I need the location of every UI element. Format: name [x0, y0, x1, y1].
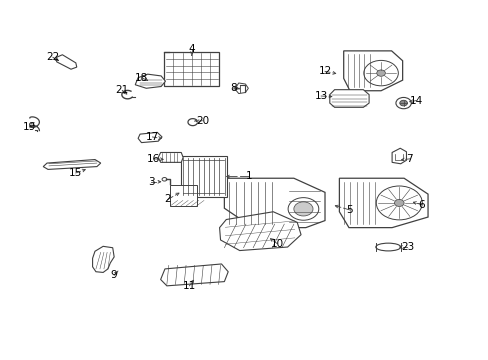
Polygon shape [343, 51, 402, 91]
Text: 2: 2 [164, 194, 171, 204]
Polygon shape [158, 153, 183, 162]
Polygon shape [339, 178, 427, 228]
Bar [170, 185, 196, 206]
Circle shape [162, 177, 166, 181]
Circle shape [363, 60, 398, 86]
Polygon shape [219, 212, 301, 251]
Polygon shape [329, 90, 368, 107]
Text: 4: 4 [188, 45, 195, 54]
Text: 16: 16 [146, 154, 160, 164]
Text: 20: 20 [195, 116, 208, 126]
Polygon shape [234, 83, 248, 94]
Text: 6: 6 [418, 200, 424, 210]
Text: 21: 21 [116, 85, 129, 95]
Polygon shape [57, 55, 77, 69]
Text: 10: 10 [270, 239, 283, 248]
Text: 9: 9 [111, 270, 117, 280]
Circle shape [376, 70, 385, 76]
Text: 15: 15 [69, 168, 82, 178]
Text: 18: 18 [135, 73, 148, 83]
Polygon shape [43, 159, 101, 170]
Circle shape [287, 198, 318, 220]
Text: 12: 12 [318, 66, 331, 76]
Circle shape [293, 202, 312, 216]
Text: 7: 7 [406, 154, 412, 164]
Text: 17: 17 [145, 132, 159, 142]
Polygon shape [92, 246, 114, 273]
Text: 3: 3 [147, 177, 154, 187]
Text: 1: 1 [245, 171, 252, 181]
Bar [181, 156, 226, 197]
Text: 11: 11 [183, 281, 196, 291]
Text: 13: 13 [314, 91, 327, 101]
Text: 5: 5 [346, 205, 352, 215]
Text: 8: 8 [230, 82, 237, 93]
Text: 23: 23 [400, 242, 413, 252]
Text: 22: 22 [46, 52, 60, 62]
Polygon shape [160, 264, 228, 286]
Bar [164, 52, 219, 86]
Circle shape [376, 186, 422, 220]
Polygon shape [224, 178, 325, 228]
Circle shape [395, 98, 410, 109]
Polygon shape [138, 132, 162, 143]
Ellipse shape [375, 243, 400, 251]
Circle shape [399, 100, 407, 106]
Polygon shape [135, 74, 165, 88]
Text: 19: 19 [23, 122, 37, 132]
Polygon shape [391, 148, 406, 164]
Text: 14: 14 [408, 96, 422, 105]
Circle shape [394, 199, 403, 207]
